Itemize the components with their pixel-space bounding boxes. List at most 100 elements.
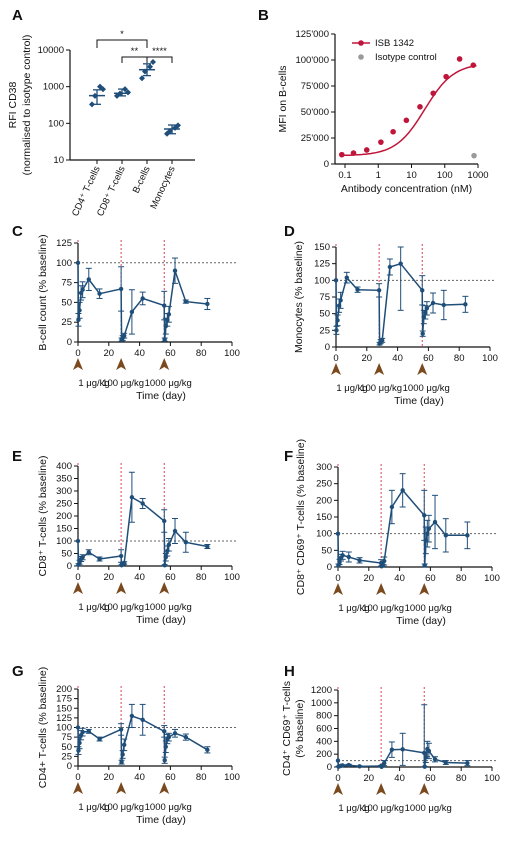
data-point	[97, 736, 102, 742]
y-tick-label: 1000	[311, 698, 332, 709]
panel-letter-d: D	[284, 223, 295, 240]
y-tick-label: 600	[316, 724, 332, 735]
data-point	[441, 302, 446, 308]
dose-arrow-icon	[333, 583, 343, 595]
x-tick-label: 0	[75, 572, 80, 583]
y-axis-title-a-sub: (normalised to isotype control)	[21, 35, 33, 176]
dose-arrow-icon	[73, 782, 83, 794]
category-label: B-cells	[131, 164, 153, 195]
y-tick-label: 125	[56, 713, 72, 724]
data-point	[337, 559, 342, 565]
data-point	[380, 338, 385, 343]
data-point	[425, 531, 430, 536]
dose-arrow-icon	[376, 583, 387, 595]
dose-label: 100 μg/kg	[362, 603, 404, 614]
x-tick-label: 40	[134, 572, 145, 583]
data-point	[147, 63, 153, 70]
data-point	[357, 558, 362, 563]
data-point	[346, 554, 351, 560]
panel-d: D 0 25 50 75 100 125 150 0 20 40 60 80 100 Monocytes (…	[284, 223, 498, 407]
dose-arrow-icon	[419, 583, 430, 595]
x-tick-label: 60	[165, 348, 176, 359]
data-point	[122, 86, 128, 93]
data-point	[77, 740, 82, 746]
significance-label: **	[131, 46, 139, 57]
x-tick-label: 80	[196, 572, 207, 583]
dose-arrow-icon	[116, 582, 127, 594]
data-point	[333, 278, 339, 283]
dose-arrow-icon	[73, 358, 83, 370]
data-point	[166, 734, 172, 740]
x-tick-label: 80	[196, 772, 207, 783]
legend-marker-isotype	[358, 54, 364, 60]
y-tick-label: 175	[56, 694, 72, 705]
y-tick-label: 150	[314, 242, 330, 253]
dose-label: 1 μg/kg	[78, 602, 109, 613]
fit-curve	[339, 64, 477, 157]
y-tick-label-b: 100'000	[295, 55, 329, 66]
y-tick-label-a: 10	[53, 155, 64, 166]
data-point	[76, 748, 81, 753]
significance-label: ****	[152, 46, 167, 57]
y-tick-label: 50	[61, 742, 72, 753]
data-point	[205, 301, 210, 307]
data-point	[129, 495, 135, 500]
x-axis-title: Time (day)	[396, 615, 446, 627]
y-tick-label-a: 100	[48, 118, 64, 129]
dose-arrow-icon	[159, 782, 170, 794]
dose-label: 1000 μg/kg	[145, 802, 192, 813]
x-tick-label: 100	[484, 773, 500, 784]
y-axis-title: CD4⁺ CD69⁺ T-cells	[281, 681, 293, 776]
data-point	[150, 59, 156, 66]
data-point	[423, 538, 428, 543]
data-point	[382, 760, 387, 766]
x-tick-label: 60	[425, 773, 436, 784]
y-axis-title: Monocytes (% baseline)	[293, 241, 305, 353]
panel-letter-h: H	[284, 663, 295, 680]
data-point	[125, 89, 131, 96]
y-tick-label: 75	[319, 292, 330, 303]
y-tick-label: 200	[56, 684, 72, 695]
y-tick-label: 400	[56, 461, 72, 472]
isb1342-point	[378, 139, 384, 145]
panel-letter-c: C	[12, 223, 23, 240]
y-tick-label: 25	[61, 751, 72, 762]
data-point	[389, 504, 395, 510]
dose-arrow-icon	[419, 783, 430, 795]
x-axis-title: Time (day)	[136, 614, 186, 626]
isb1342-point	[350, 150, 357, 156]
data-point	[139, 75, 145, 82]
data-point	[122, 333, 127, 338]
y-tick-label: 0	[327, 562, 332, 573]
x-tick-label: 40	[134, 772, 145, 783]
x-tick-label: 20	[104, 572, 115, 583]
dose-arrow-icon	[417, 363, 428, 375]
data-point	[398, 261, 403, 266]
data-point	[97, 556, 102, 562]
y-axis-title-b: MFI on B-cells	[277, 65, 289, 132]
x-tick-label: 60	[165, 572, 176, 583]
data-point	[465, 533, 470, 538]
data-point	[86, 277, 91, 282]
dose-label: 1 μg/kg	[336, 383, 367, 394]
x-tick-label: 80	[456, 773, 467, 784]
y-tick-label: 400	[316, 736, 332, 747]
y-tick-label: 100	[56, 723, 72, 734]
isb1342-point	[456, 56, 463, 62]
y-tick-label: 50	[319, 309, 330, 320]
data-point	[122, 742, 127, 748]
data-point	[355, 287, 360, 292]
y-tick-label-b: 0	[324, 159, 329, 170]
dose-arrow-icon	[376, 783, 387, 795]
x-tick-label: 20	[364, 773, 375, 784]
panel-letter-g: G	[12, 663, 24, 680]
data-point	[335, 531, 341, 536]
x-tick-label: 0	[333, 353, 338, 364]
panel-letter-f: F	[284, 448, 293, 465]
y-axis-title: B-cell count (% baseline)	[37, 234, 49, 350]
x-tick-label: 60	[165, 772, 176, 783]
legend-label-isotype: Isotype control	[375, 52, 437, 63]
y-tick-label: 800	[316, 711, 332, 722]
